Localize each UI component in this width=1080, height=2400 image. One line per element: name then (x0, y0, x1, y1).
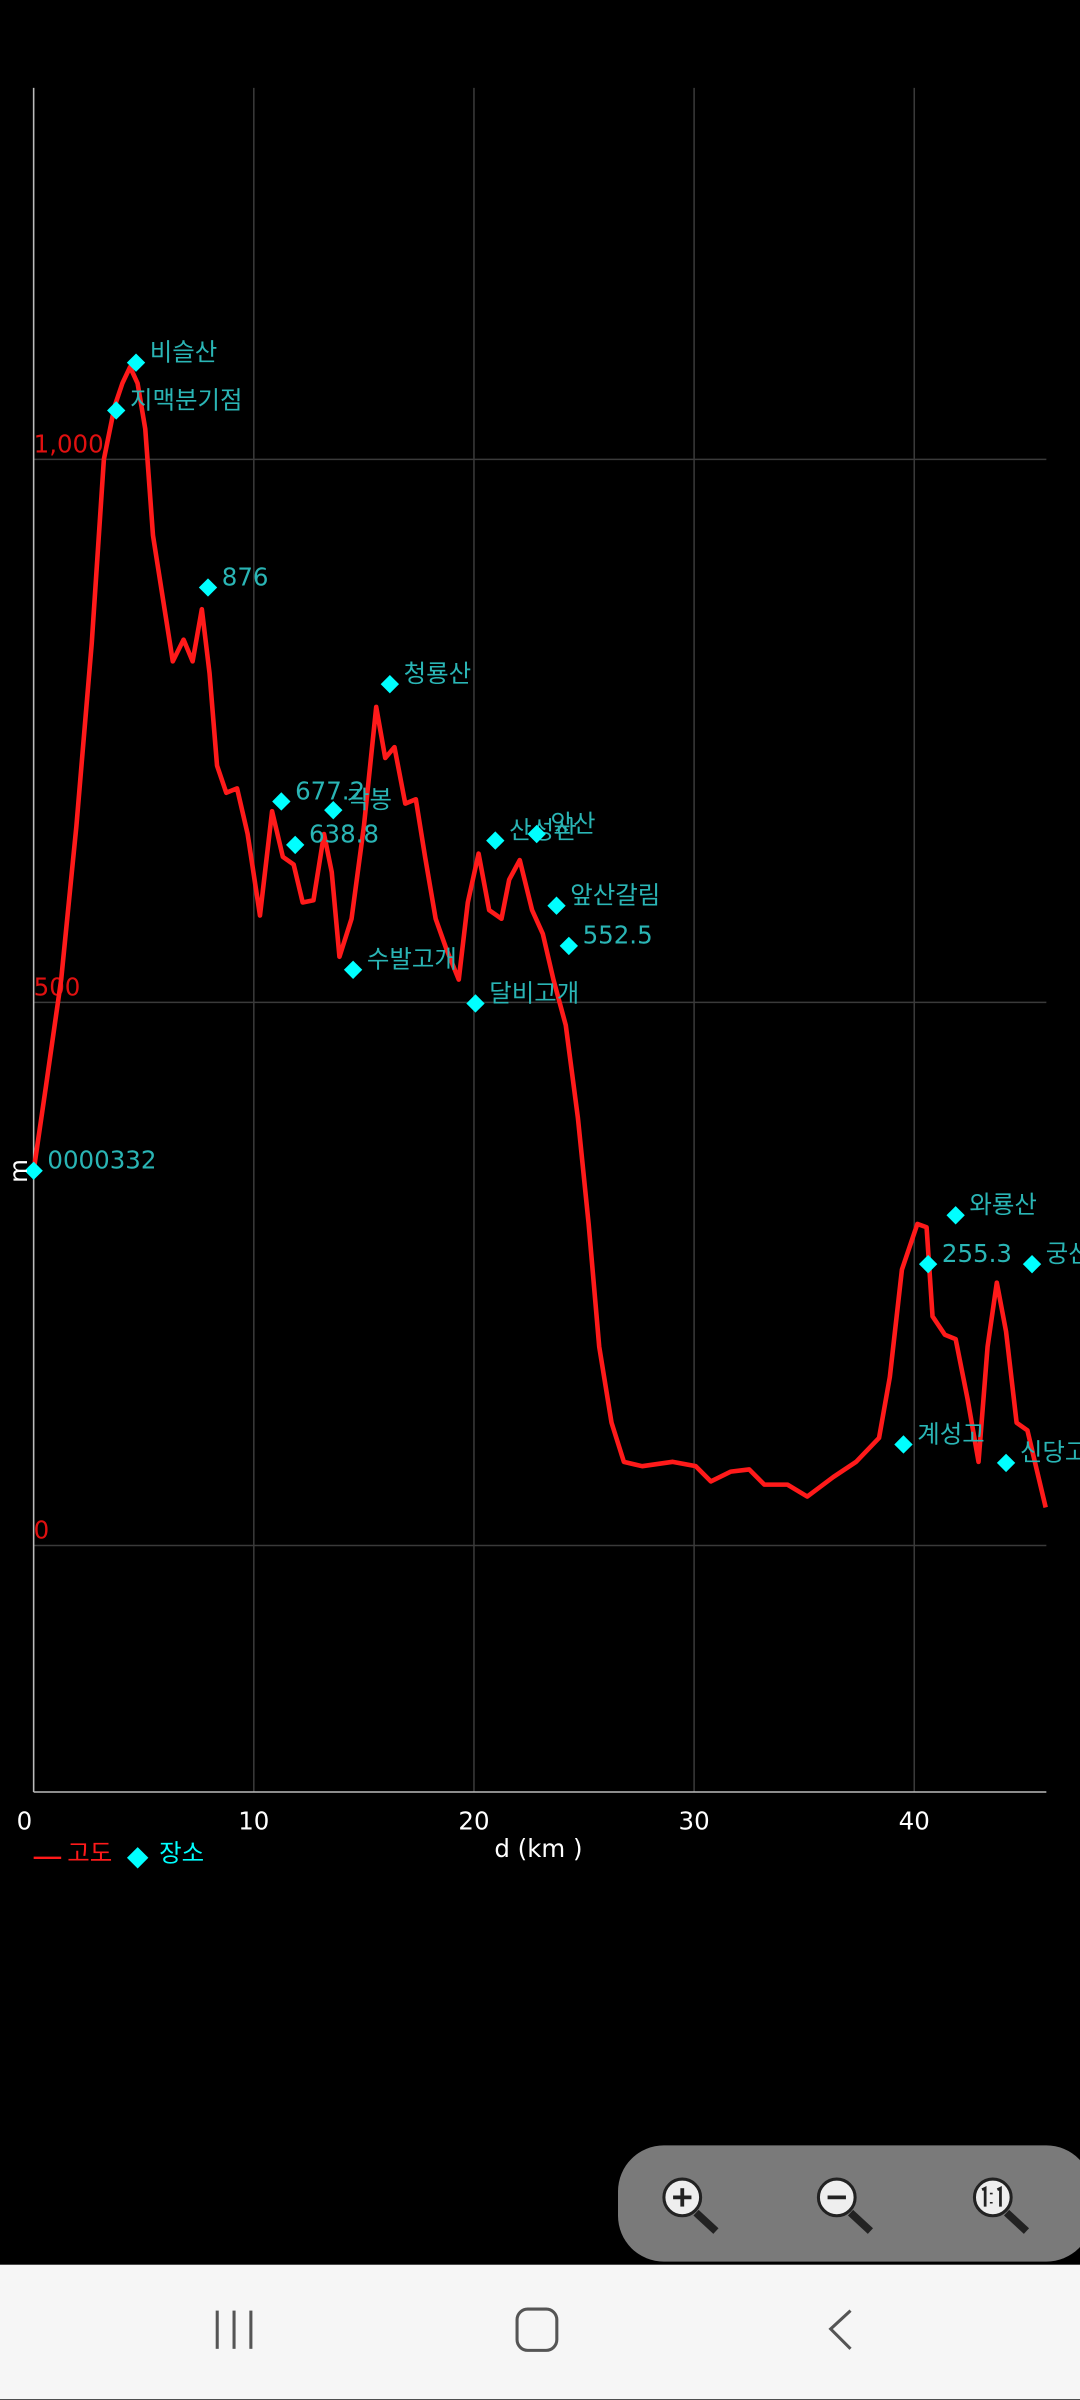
place-label: 0000332 (47, 1146, 156, 1175)
y-tick-label: 1,000 (34, 430, 104, 459)
place-marker (527, 824, 546, 844)
legend-diamond-swatch (126, 1847, 149, 1869)
y-tick-label: 0 (34, 1516, 50, 1545)
elevation-line (31, 364, 1048, 1508)
place-marker (107, 401, 126, 420)
zoom-in-button[interactable] (662, 2177, 719, 2234)
place-marker (286, 835, 305, 855)
navigation-bar (0, 2264, 1080, 2400)
place-label: 산성산 (509, 815, 577, 844)
place-marker (24, 1161, 43, 1180)
place-label: 계성고 (917, 1419, 985, 1448)
home-button[interactable] (515, 2307, 559, 2352)
legend-label: 고도 (67, 1839, 112, 1868)
place-marker (126, 353, 146, 372)
place-marker (198, 578, 218, 597)
x-tick-label: 0 (17, 1807, 33, 1836)
place-label: 앞산갈림 (570, 881, 660, 910)
place-label: 638.8 (309, 820, 379, 849)
place-marker (324, 800, 343, 820)
place-marker (894, 1435, 913, 1454)
place-marker (547, 896, 566, 915)
place-label: 달비고개 (489, 978, 579, 1007)
place-label: 지맥분기점 (130, 385, 243, 414)
place-label: 876 (222, 562, 269, 591)
back-button[interactable] (828, 2309, 852, 2350)
place-label: 각봉 (347, 785, 392, 814)
plot: 0 10 20 30 4005001,000비슬산지맥분기점876청룡산677.2각봉6… (17, 87, 1080, 1836)
place-label: 677.2 (295, 776, 365, 805)
place-marker (486, 831, 505, 850)
place-label: 신당고 (1020, 1438, 1080, 1467)
zoom-controls (618, 2145, 1080, 2262)
place-marker (380, 674, 400, 694)
y-axis-label: m (4, 1159, 33, 1183)
place-label: 앞산 (550, 809, 595, 838)
nav-background (0, 2264, 1080, 2400)
x-tick-label: 30 (679, 1807, 710, 1836)
x-axis-label: d (km ) (494, 1834, 582, 1863)
place-label: 와룡산 (969, 1190, 1037, 1219)
place-label: 청룡산 (404, 659, 472, 688)
legend-label: 장소 (159, 1839, 204, 1868)
x-tick-label: 10 (238, 1807, 269, 1836)
place-label: 수발고개 (367, 945, 457, 974)
x-tick-label: 40 (899, 1807, 930, 1836)
zoom-reset-button[interactable] (972, 2177, 1030, 2234)
x-tick-label: 20 (458, 1807, 489, 1836)
place-marker (466, 994, 485, 1013)
place-label: 255.3 (942, 1239, 1012, 1268)
place-marker (918, 1254, 938, 1274)
place-label: 552.5 (583, 921, 653, 950)
place-marker (559, 936, 579, 956)
place-label: 비슬산 (150, 337, 218, 366)
place-marker (946, 1206, 965, 1225)
place-marker (1022, 1254, 1042, 1274)
recent-apps-button[interactable] (215, 2310, 253, 2349)
place-label: 궁산 (1046, 1239, 1080, 1268)
place-marker (996, 1453, 1016, 1473)
zoom-out-button[interactable] (816, 2177, 874, 2234)
